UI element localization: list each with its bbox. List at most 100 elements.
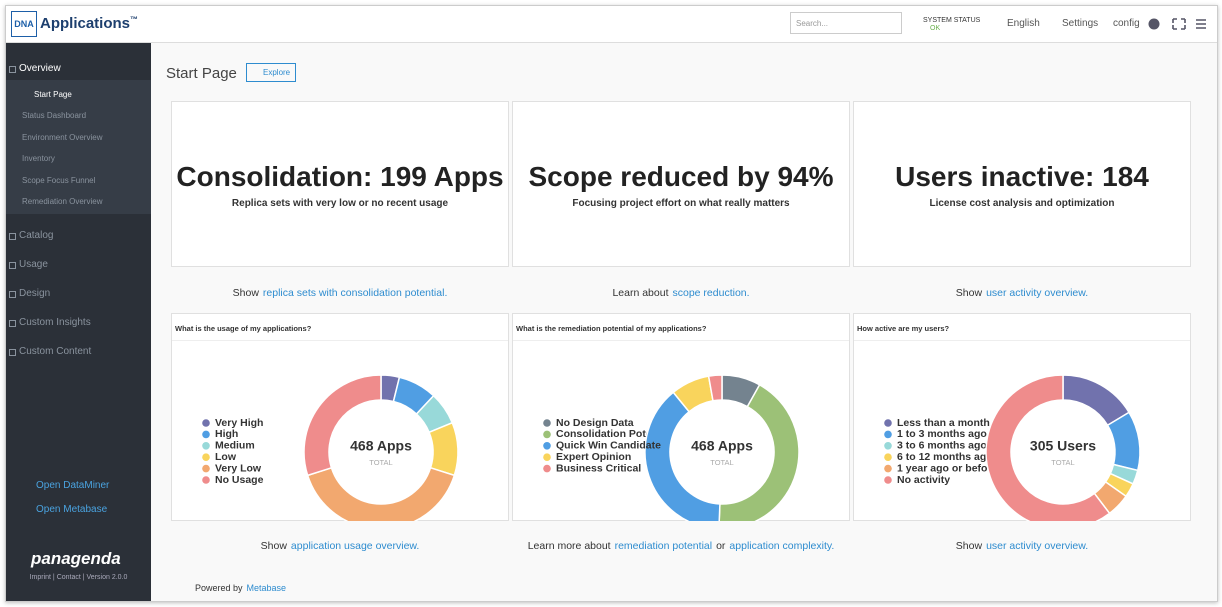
chart-title: What is the usage of my applications?	[175, 324, 312, 333]
donut-slice	[644, 391, 721, 521]
chart-card: What is the usage of my applications? Ver…	[171, 313, 509, 521]
legend-label: Quick Win Candidate	[556, 440, 661, 452]
legend-swatch	[884, 453, 892, 461]
legend-label: Less than a month ago	[897, 417, 1011, 429]
menu-icon[interactable]	[1196, 19, 1206, 29]
chart-link-line: Learn more about remediation potential or a…	[512, 540, 850, 552]
kpi-subtitle: License cost analysis and optimization	[929, 198, 1115, 209]
sidebar-item[interactable]: Inventory	[22, 154, 55, 164]
link[interactable]: replica sets with consolidation potentia…	[262, 287, 445, 299]
legend-label: 6 to 12 months ago	[897, 451, 993, 463]
legend-label: High	[215, 428, 238, 440]
kpi-card: Consolidation: 199 Apps Replica sets with…	[171, 101, 509, 267]
link[interactable]: scope reduction	[672, 287, 747, 299]
footer: Powered by Metabase	[195, 583, 286, 593]
link-prefix: Learn more about	[527, 540, 611, 552]
link[interactable]: user activity overview	[986, 287, 1086, 299]
language[interactable]: English	[1007, 18, 1040, 29]
link[interactable]: application usage overview	[290, 540, 417, 552]
sidebar-footer: Imprint | Contact | Version 2.0.0	[29, 574, 128, 581]
chart-title: How active are my users?	[857, 324, 950, 333]
sidebar-item[interactable]: Environment Overview	[22, 132, 103, 142]
brand: Applications™	[40, 15, 138, 32]
donut-slice	[985, 374, 1111, 521]
link-suffix: .	[1085, 287, 1089, 299]
sidebar-item[interactable]: Remediation Overview	[22, 197, 103, 206]
kpi-link-line: Show user activity overview.	[853, 287, 1191, 299]
legend-label: Low	[215, 451, 237, 463]
sidebar-item[interactable]: Start Page	[34, 90, 72, 99]
link[interactable]: application complexity	[729, 540, 832, 552]
chart-title: What is the remediation potential of my …	[516, 324, 707, 333]
link-suffix: .	[831, 540, 835, 552]
legend-swatch	[884, 476, 892, 484]
chart-card: How active are my users? Less than a mont…	[853, 313, 1191, 521]
sidebar-section[interactable]: Usage	[19, 259, 48, 270]
section-toggle	[9, 66, 16, 73]
explore-button[interactable]: Explore	[246, 63, 297, 82]
search[interactable]: Search...	[790, 12, 902, 34]
page-title: Start Page	[166, 65, 237, 82]
chart-divider	[172, 340, 508, 341]
legend-swatch	[543, 430, 551, 439]
header-icons[interactable]	[1146, 16, 1212, 32]
legend-swatch	[884, 464, 892, 473]
fullscreen-icon[interactable]	[1172, 18, 1186, 30]
legend-label: No Usage	[215, 474, 264, 486]
sidebar-section[interactable]: Custom Content	[19, 346, 92, 357]
main: Start Page Explore Powered by Metabase Co…	[151, 43, 1217, 601]
kpi-headline: Scope reduced by 94%	[528, 161, 834, 192]
brand-name: Applications	[40, 15, 131, 32]
sidebar-section[interactable]: Design	[19, 288, 51, 299]
app-window: DNA Applications™ Search... SYSTEM STATU…	[5, 5, 1218, 602]
sidebar: Overview Start Page Status Dashboard Enviro…	[6, 43, 151, 601]
donut-slice	[303, 374, 382, 477]
link-middle: or	[716, 540, 726, 552]
link[interactable]: remediation potential	[614, 540, 713, 552]
settings[interactable]: Settings	[1062, 18, 1099, 29]
legend-label: No Design Data	[556, 417, 634, 429]
footer-link[interactable]: Metabase	[246, 583, 287, 593]
header: DNA Applications™ Search... SYSTEM STATU…	[6, 6, 1217, 43]
chart-link-line: Show application usage overview.	[171, 540, 509, 552]
legend-swatch	[884, 419, 892, 427]
link-prefix: Show	[955, 540, 983, 552]
section-toggle	[9, 291, 16, 298]
section-toggle	[9, 320, 16, 327]
kpi-headline: Consolidation: 199 Apps	[176, 161, 504, 192]
help-icon[interactable]	[1148, 18, 1160, 30]
donut-center-value: 468 Apps	[350, 438, 412, 454]
kpi-card: Scope reduced by 94% Focusing project eff…	[512, 101, 850, 267]
sidebar-section[interactable]: Catalog	[19, 230, 54, 241]
donut-center-value: 468 Apps	[691, 438, 753, 454]
section-toggle	[9, 233, 16, 240]
config[interactable]: config	[1113, 18, 1140, 29]
donut-center-value: 305 Users	[1030, 438, 1096, 454]
status-label: SYSTEM STATUS	[923, 17, 981, 24]
sidebar-brand: panagenda	[31, 549, 121, 568]
legend-swatch	[202, 464, 210, 473]
donut-center-label: TOTAL	[710, 458, 733, 467]
legend-swatch	[202, 453, 210, 461]
logo: DNA	[11, 11, 37, 37]
legend-label: Medium	[215, 440, 255, 452]
sidebar-item[interactable]: Status Dashboard	[22, 111, 87, 121]
link[interactable]: user activity overview	[986, 540, 1086, 552]
legend-swatch	[543, 464, 551, 473]
sidebar-link[interactable]: Open Metabase	[36, 504, 108, 515]
sidebar-section[interactable]: Custom Insights	[19, 317, 91, 328]
legend-label: Consolidation Potential	[556, 428, 673, 440]
link-prefix: Show	[955, 287, 983, 299]
legend-label: 1 year ago or before	[897, 462, 998, 474]
sidebar-link[interactable]: Open DataMiner	[36, 480, 110, 491]
donut-center-label: TOTAL	[1051, 458, 1074, 467]
donut-slice	[718, 383, 800, 521]
status-value: OK	[930, 25, 941, 32]
sidebar-item[interactable]: Scope Focus Funnel	[22, 175, 96, 185]
sidebar-section[interactable]: Overview	[19, 63, 61, 74]
kpi-subtitle: Focusing project effort on what really m…	[572, 198, 790, 209]
legend-swatch	[202, 442, 210, 450]
